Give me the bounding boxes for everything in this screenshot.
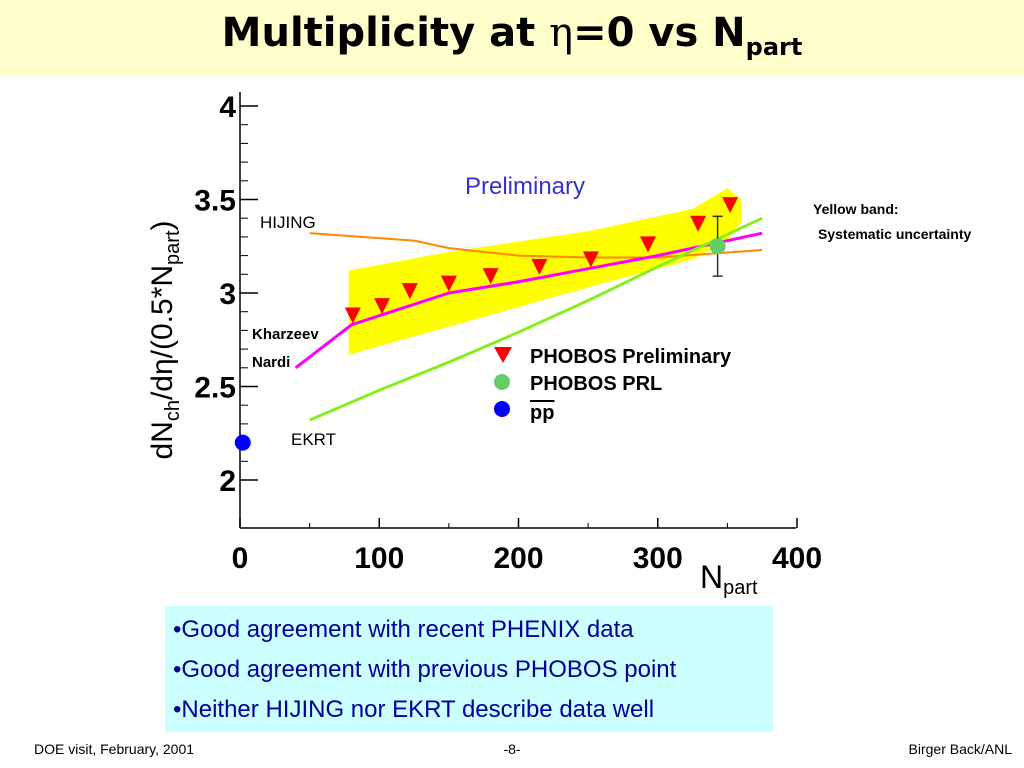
ylabel-sub2: part xyxy=(162,230,184,265)
ylabel-mid: /dη/(0.5*N xyxy=(146,265,179,400)
x-tick-label-100: 100 xyxy=(354,542,404,575)
y-tick-label-3: 3 xyxy=(219,278,236,311)
hijing-curve xyxy=(309,232,763,259)
legend-label-phobos-preliminary: PHOBOS Preliminary xyxy=(530,346,732,368)
phobos-preliminary-point xyxy=(722,197,739,214)
label-ekrt: EKRT xyxy=(291,430,336,449)
slide-title: Multiplicity at η=0 vs Npart xyxy=(0,10,1024,61)
model-curves-layer xyxy=(294,216,763,422)
xlabel-main: N xyxy=(700,559,723,595)
pp-point xyxy=(234,434,251,451)
legend-label-phobos-prl: PHOBOS PRL xyxy=(530,373,662,395)
ekrt-curve xyxy=(309,216,763,422)
x-tick-label-300: 300 xyxy=(633,542,683,575)
note-2: •Good agreement with previous PHOBOS poi… xyxy=(173,656,677,683)
ticks-layer: 0 100 200 300 400 2 2.5 3 3.5 4 xyxy=(194,91,822,575)
preliminary-annotation: Preliminary xyxy=(465,173,585,200)
label-kharzeev: Kharzeev xyxy=(252,326,319,343)
y-tick-label-2: 2 xyxy=(219,465,236,498)
y-tick-label-2.5: 2.5 xyxy=(194,372,236,405)
title-rest: =0 vs N xyxy=(573,10,746,56)
legend-marker-pp xyxy=(494,401,510,417)
legend-marker-phobos-preliminary xyxy=(494,347,512,363)
phobos-preliminary-point xyxy=(440,275,457,292)
legend: PHOBOS Preliminary PHOBOS PRL pp xyxy=(494,346,732,424)
title-main: Multiplicity at xyxy=(221,10,550,56)
legend-label-pp: pp xyxy=(530,402,554,424)
label-nardi: Nardi xyxy=(252,354,290,371)
multiplicity-chart: 0 100 200 300 400 2 2.5 3 3.5 4 Preliminary HIJIN… xyxy=(146,91,971,599)
note-3: •Neither HIJING nor EKRT describe data w… xyxy=(173,696,655,723)
x-axis-label: Npart xyxy=(700,559,758,599)
footer-left: DOE visit, February, 2001 xyxy=(34,741,195,757)
xlabel-sub: part xyxy=(723,577,758,599)
footer-right: Birger Back/ANL xyxy=(908,741,1012,757)
x-tick-label-400: 400 xyxy=(772,542,822,575)
systematic-band-layer xyxy=(348,188,742,355)
phobos-preliminary-point xyxy=(690,215,707,232)
title-sub: part xyxy=(745,33,803,61)
ylabel-sub1: ch xyxy=(162,400,184,421)
y-tick-label-4: 4 xyxy=(219,91,236,124)
x-tick-label-200: 200 xyxy=(493,542,543,575)
y-tick-label-3.5: 3.5 xyxy=(194,185,236,218)
systematic-band xyxy=(348,188,742,355)
notes-box: •Good agreement with recent PHENIX data … xyxy=(165,606,773,732)
phobos-preliminary-point xyxy=(401,283,418,300)
x-tick-label-0: 0 xyxy=(232,542,249,575)
title-band xyxy=(0,0,1024,76)
phobos-preliminary-point xyxy=(374,298,391,315)
yellow-band-desc: Systematic uncertainty xyxy=(818,226,971,242)
kharzeev-nardi-curve xyxy=(294,231,763,369)
phobos-preliminary-point xyxy=(582,251,599,268)
title-eta: η xyxy=(549,10,574,56)
yellow-band-title: Yellow band: xyxy=(813,201,899,217)
legend-marker-phobos-prl xyxy=(494,374,510,390)
note-1: •Good agreement with recent PHENIX data xyxy=(173,616,634,643)
axes-frame-layer xyxy=(239,92,796,529)
phobos-preliminary-point xyxy=(482,268,499,285)
phobos-prl-point xyxy=(709,238,726,255)
ylabel-end: ) xyxy=(146,220,179,230)
phobos-preliminary-point xyxy=(344,307,361,324)
ylabel-main: dN xyxy=(146,421,179,459)
data-points-layer xyxy=(234,197,739,451)
footer-center: -8- xyxy=(503,741,521,757)
phobos-preliminary-point xyxy=(640,236,657,253)
phobos-preliminary-point xyxy=(531,258,548,275)
label-hijing: HIJING xyxy=(260,213,316,232)
y-axis-label: dNch/dη/(0.5*Npart) xyxy=(146,220,184,459)
